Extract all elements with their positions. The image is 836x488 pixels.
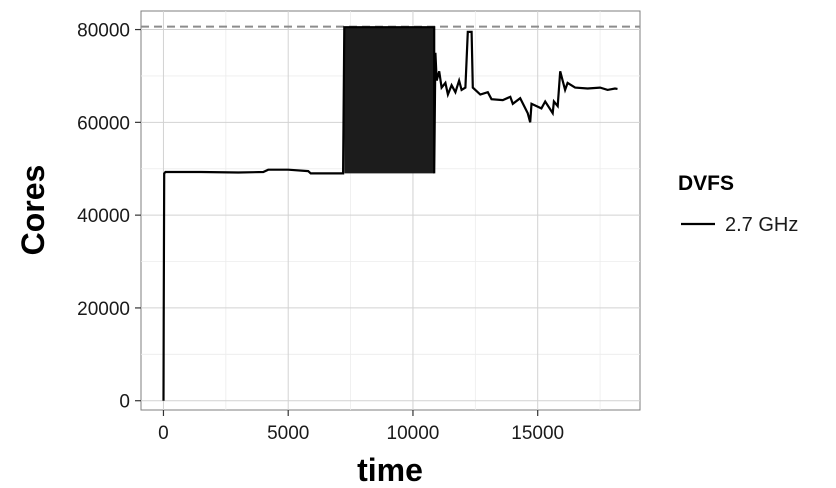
y-axis-ticks: 0 20000 40000 60000 80000 (77, 21, 141, 413)
x-tick-label: 5000 (267, 423, 309, 444)
x-axis-title: time (357, 452, 423, 488)
series-2-7-ghz (162, 26, 618, 401)
legend-entry-2-7-ghz: 2.7 GHz (725, 214, 798, 236)
x-tick-label: 0 (158, 423, 169, 444)
x-axis-ticks: 0 5000 10000 15000 (158, 410, 564, 444)
legend: DVFS 2.7 GHz (678, 172, 798, 236)
legend-title: DVFS (678, 172, 734, 195)
series-line (162, 26, 618, 401)
y-tick-label: 40000 (77, 206, 130, 227)
y-axis-title: Cores (15, 165, 51, 256)
y-tick-label: 80000 (77, 21, 130, 42)
y-tick-label: 60000 (77, 113, 130, 134)
y-tick-label: 20000 (77, 299, 130, 320)
x-tick-label: 10000 (387, 423, 440, 444)
dense-oscillation-band (344, 27, 435, 174)
x-tick-label: 15000 (511, 423, 564, 444)
y-tick-label: 0 (119, 392, 130, 413)
